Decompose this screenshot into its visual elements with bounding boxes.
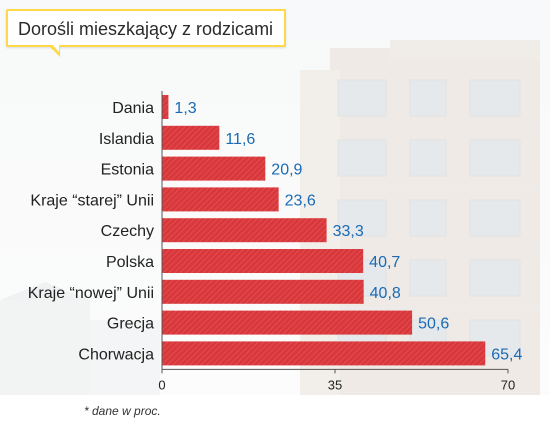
- category-label: Kraje “starej” Unii: [30, 192, 154, 209]
- bar: [162, 310, 413, 335]
- value-label: 50,6: [418, 316, 449, 333]
- title-callout: Dorośli mieszkający z rodzicami: [6, 9, 286, 47]
- value-label: 11,6: [225, 131, 255, 148]
- bar: [162, 95, 169, 119]
- footnote: * dane w proc.: [84, 404, 161, 418]
- category-label: Kraje “nowej” Unii: [28, 285, 154, 302]
- title-callout-tail: [48, 43, 60, 57]
- value-label: 40,8: [370, 285, 401, 302]
- category-label: Polska: [106, 254, 154, 271]
- category-label: Islandia: [99, 131, 154, 148]
- bar: [162, 218, 327, 243]
- category-label: Grecja: [107, 316, 154, 333]
- value-label: 1,3: [174, 100, 196, 117]
- bar: [162, 187, 279, 212]
- bar: [162, 156, 266, 181]
- bar: [162, 125, 220, 150]
- category-label: Estonia: [101, 162, 154, 179]
- value-label: 23,6: [285, 192, 316, 209]
- bar: [162, 249, 364, 273]
- x-tick-label: 35: [328, 377, 342, 392]
- value-label: 20,9: [271, 162, 302, 179]
- x-tick-label: 0: [158, 377, 165, 392]
- bar: [162, 279, 364, 304]
- category-label: Czechy: [101, 223, 154, 240]
- value-label: 40,7: [369, 254, 400, 271]
- category-label: Dania: [112, 100, 154, 117]
- value-label: 65,4: [491, 346, 522, 363]
- category-label: Chorwacja: [78, 346, 154, 363]
- bar: [162, 341, 486, 366]
- chart-title: Dorośli mieszkający z rodzicami: [18, 19, 274, 39]
- x-tick-label: 70: [501, 377, 515, 392]
- value-label: 33,3: [333, 223, 364, 240]
